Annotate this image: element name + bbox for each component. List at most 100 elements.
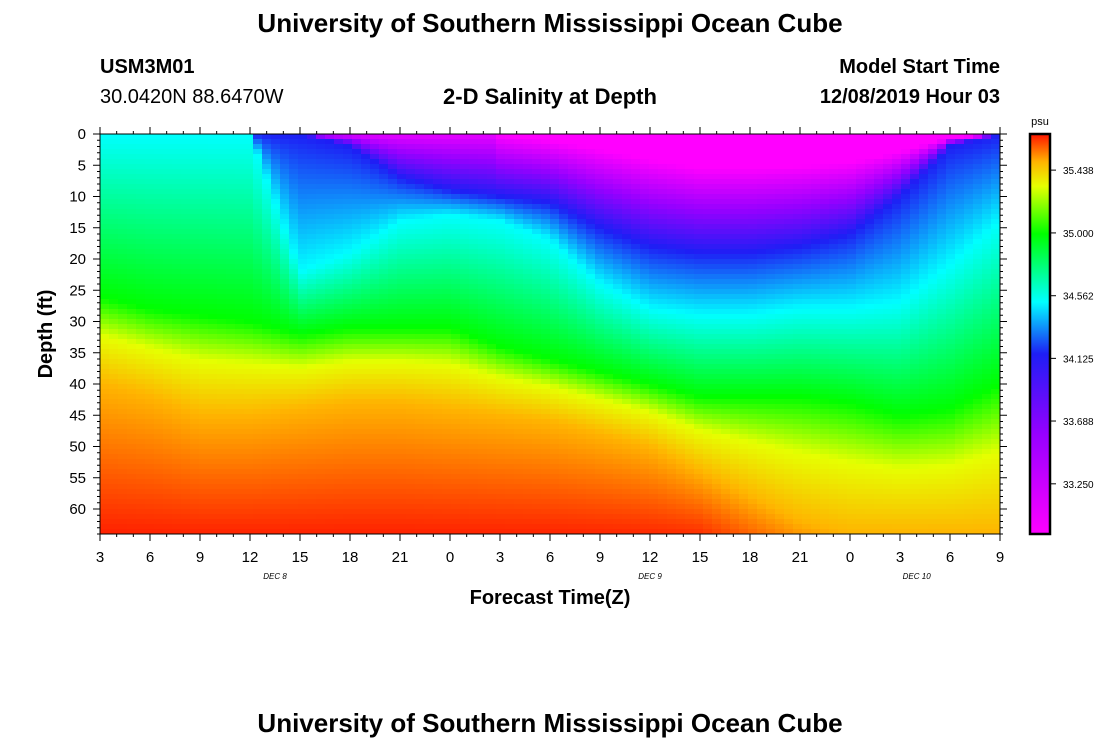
heatmap-cell [640, 444, 650, 450]
heatmap-cell [442, 149, 452, 155]
heatmap-cell [523, 264, 533, 270]
heatmap-cell [415, 514, 425, 520]
heatmap-cell [487, 454, 497, 460]
heatmap-cell [280, 439, 290, 445]
heatmap-cell [361, 254, 371, 260]
heatmap-cell [406, 299, 416, 305]
heatmap-cell [496, 294, 506, 300]
heatmap-cell [559, 229, 569, 235]
heatmap-cell [487, 399, 497, 405]
heatmap-cell [118, 174, 128, 180]
heatmap-cell [640, 144, 650, 150]
heatmap-cell [316, 154, 326, 160]
heatmap-cell [361, 354, 371, 360]
heatmap-cell [622, 339, 632, 345]
heatmap-cell [415, 344, 425, 350]
heatmap-cell [307, 219, 317, 225]
heatmap-cell [343, 494, 353, 500]
heatmap-cell [109, 464, 119, 470]
heatmap-cell [316, 409, 326, 415]
heatmap-cell [505, 359, 515, 365]
heatmap-cell [181, 299, 191, 305]
heatmap-cell [478, 369, 488, 375]
heatmap-cell [280, 409, 290, 415]
heatmap-cell [370, 469, 380, 475]
heatmap-cell [523, 194, 533, 200]
heatmap-cell [379, 339, 389, 345]
heatmap-cell [622, 274, 632, 280]
heatmap-cell [208, 264, 218, 270]
heatmap-cell [460, 439, 470, 445]
heatmap-cell [388, 259, 398, 265]
heatmap-cell [226, 159, 236, 165]
heatmap-cell [523, 289, 533, 295]
heatmap-cell [334, 409, 344, 415]
heatmap-cell [442, 379, 452, 385]
heatmap-cell [379, 259, 389, 265]
heatmap-cell [136, 364, 146, 370]
heatmap-cell [514, 314, 524, 320]
heatmap-cell [298, 199, 308, 205]
heatmap-cell [514, 359, 524, 365]
heatmap-cell [343, 239, 353, 245]
heatmap-cell [622, 404, 632, 410]
heatmap-cell [622, 444, 632, 450]
heatmap-cell [586, 514, 596, 520]
heatmap-cell [415, 454, 425, 460]
heatmap-cell [631, 474, 641, 480]
heatmap-cell [451, 324, 461, 330]
heatmap-cell [325, 379, 335, 385]
heatmap-cell [532, 479, 542, 485]
heatmap-cell [631, 239, 641, 245]
heatmap-cell [361, 379, 371, 385]
heatmap-cell [172, 319, 182, 325]
heatmap-cell [235, 329, 245, 335]
heatmap-cell [208, 394, 218, 400]
heatmap-cell [433, 169, 443, 175]
heatmap-cell [226, 379, 236, 385]
heatmap-cell [604, 289, 614, 295]
heatmap-cell [532, 439, 542, 445]
heatmap-cell [631, 169, 641, 175]
heatmap-cell [577, 434, 587, 440]
heatmap-cell [172, 204, 182, 210]
heatmap-cell [613, 524, 623, 530]
heatmap-cell [190, 254, 200, 260]
heatmap-cell [658, 199, 668, 205]
heatmap-cell [343, 204, 353, 210]
heatmap-cell [289, 144, 299, 150]
heatmap-cell [235, 369, 245, 375]
heatmap-cell [370, 374, 380, 380]
heatmap-cell [424, 389, 434, 395]
heatmap-cell [208, 139, 218, 145]
heatmap-cell [118, 264, 128, 270]
heatmap-cell [118, 244, 128, 250]
model-start-value: 12/08/2019 Hour 03 [819, 86, 1000, 108]
heatmap-cell [307, 284, 317, 290]
heatmap-cell [253, 314, 263, 320]
heatmap-cell [100, 524, 110, 530]
heatmap-cell [289, 294, 299, 300]
heatmap-cell [172, 304, 182, 310]
heatmap-cell [379, 414, 389, 420]
heatmap-cell [514, 409, 524, 415]
heatmap-cell [361, 284, 371, 290]
heatmap-cell [613, 434, 623, 440]
heatmap-cell [244, 134, 254, 140]
heatmap-cell [469, 354, 479, 360]
heatmap-cell [136, 149, 146, 155]
heatmap-cell [343, 214, 353, 220]
heatmap-cell [262, 319, 272, 325]
heatmap-cell [199, 204, 209, 210]
heatmap-cell [190, 144, 200, 150]
heatmap-cell [505, 179, 515, 185]
heatmap-cell [343, 439, 353, 445]
heatmap-cell [352, 169, 362, 175]
heatmap-cell [226, 509, 236, 515]
heatmap-cell [433, 489, 443, 495]
heatmap-cell [127, 199, 137, 205]
heatmap-cell [397, 259, 407, 265]
heatmap-cell [469, 149, 479, 155]
heatmap-cell [505, 369, 515, 375]
heatmap-cell [235, 424, 245, 430]
